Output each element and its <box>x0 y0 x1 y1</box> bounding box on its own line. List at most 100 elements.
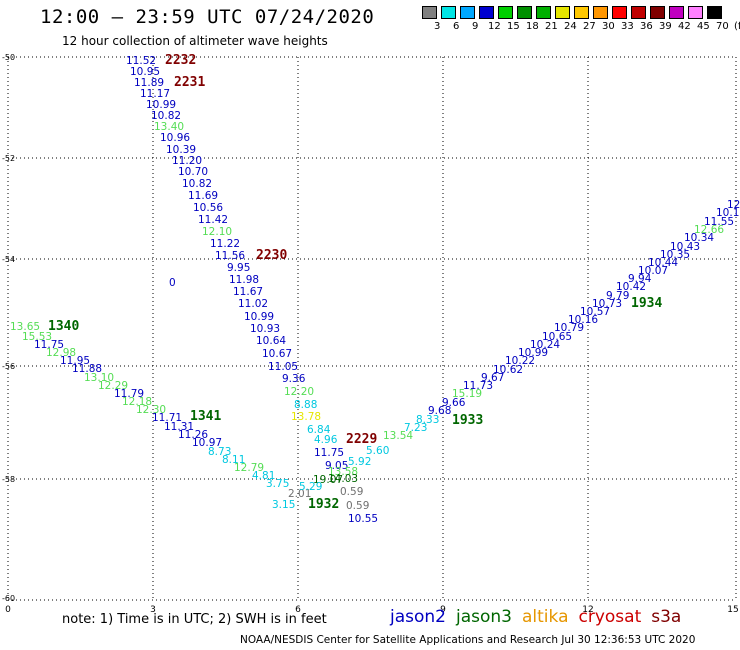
wave-height-value: 10.62 <box>493 364 523 376</box>
wave-height-value: 8.73 <box>208 446 231 458</box>
y-tick-label: -58 <box>2 475 15 484</box>
wave-height-value: 10.70 <box>178 166 208 178</box>
colorbar-label: 42 <box>678 21 691 32</box>
wave-height-value: 10.44 <box>648 257 678 269</box>
colorbar-label: 70 <box>716 21 729 32</box>
colorbar-label: 27 <box>583 21 596 32</box>
wave-height-value: 10.16 <box>568 314 598 326</box>
wave-height-value: 11.56 <box>215 250 245 262</box>
axis-ticks: 0 3 6 9 12 15 -50 -52 -54 -56 -58 -60 <box>2 53 739 615</box>
footer-credit: NOAA/NESDIS Center for Satellite Applica… <box>240 634 696 646</box>
wave-height-value: 13.54 <box>383 430 413 442</box>
wave-height-value: 0 <box>169 277 176 289</box>
wave-height-value: 15.19 <box>452 388 482 400</box>
wave-height-value: 9.68 <box>428 405 451 417</box>
wave-height-value: 9.79 <box>606 290 629 302</box>
wave-height-value: 12.98 <box>46 347 76 359</box>
wave-height-value: 10.42 <box>616 281 646 293</box>
colorbar-label: 30 <box>602 21 615 32</box>
wave-height-value: 12.30 <box>136 404 166 416</box>
page-subtitle: 12 hour collection of altimeter wave hei… <box>62 34 328 48</box>
wave-height-value: 10.67 <box>262 348 292 360</box>
x-tick-label: 3 <box>150 605 156 615</box>
wave-height-value: 11.55 <box>704 216 734 228</box>
wave-height-value: 10.65 <box>542 331 572 343</box>
wave-height-value: 13.40 <box>154 121 184 133</box>
wave-height-value: 14.03 <box>328 473 358 485</box>
x-tick-label: 6 <box>295 605 301 615</box>
wave-height-value: 8.33 <box>416 414 439 426</box>
wave-height-value: 4.96 <box>314 434 338 446</box>
wave-height-value: 19.07 <box>313 474 343 486</box>
pass-time-label: 1932 <box>308 497 339 512</box>
colorbar-label: 18 <box>526 21 539 32</box>
x-tick-label: 0 <box>5 605 11 615</box>
wave-height-value: 5.92 <box>348 456 371 468</box>
colorbar-swatch <box>593 6 608 19</box>
legend-s3a: s3a <box>651 607 682 627</box>
wave-height-value: 10.99 <box>244 311 274 323</box>
pass-time-label: 2232 <box>165 53 196 68</box>
wave-height-value: 9.66 <box>442 397 466 409</box>
wave-height-value: 10.82 <box>151 110 181 122</box>
wave-height-value: 10.97 <box>192 437 222 449</box>
colorbar-swatch <box>479 6 494 19</box>
pass-time-label: 1340 <box>48 319 79 334</box>
x-tick-label: 15 <box>727 605 738 615</box>
wave-height-value: 11.75 <box>314 447 344 459</box>
wave-height-value: 12.66 <box>694 224 724 236</box>
wave-height-value: 12.18 <box>122 396 152 408</box>
wave-height-value: 9.95 <box>227 262 250 274</box>
legend-jason2: jason2 <box>390 607 446 627</box>
wave-height-value: 9.36 <box>282 373 306 385</box>
colorbar-swatch <box>669 6 684 19</box>
wave-height-value: 11.20 <box>172 155 202 167</box>
wave-height-value: 10.55 <box>348 513 378 525</box>
wave-height-value: 11.73 <box>463 380 493 392</box>
wave-height-value: 9.05 <box>325 460 348 472</box>
wave-height-value: 10.95 <box>130 66 160 78</box>
wave-height-value: 10.57 <box>580 306 610 318</box>
wave-height-value: 11.31 <box>164 421 194 433</box>
legend-cryosat: cryosat <box>578 607 642 627</box>
colorbar-swatch <box>517 6 532 19</box>
wave-height-value: 9.94 <box>628 273 652 285</box>
wave-height-value: 0.59 <box>340 486 363 498</box>
colorbar-label: 15 <box>507 21 520 32</box>
pass-time-label: 1933 <box>452 413 483 428</box>
map-grid <box>7 56 737 601</box>
wave-height-value: 5.60 <box>366 445 389 457</box>
wave-height-value: 2.01 <box>288 488 311 500</box>
wave-height-value: 11.67 <box>233 286 263 298</box>
wave-height-value: 10.64 <box>256 335 286 347</box>
colorbar-swatch <box>460 6 475 19</box>
wave-height-value: 9.67 <box>481 372 504 384</box>
y-tick-label: -52 <box>2 154 15 163</box>
colorbar-swatch <box>555 6 570 19</box>
wave-height-value: 11.88 <box>72 363 102 375</box>
wave-height-value: 10.56 <box>193 202 223 214</box>
wave-height-value: 10.73 <box>592 298 622 310</box>
colorbar-label: 3 <box>434 21 441 32</box>
y-tick-label: -56 <box>2 362 15 371</box>
wave-height-value: 10.1 <box>716 207 739 219</box>
wave-height-value: 12.29 <box>98 380 128 392</box>
legend-jason3: jason3 <box>456 607 512 627</box>
colorbar-swatch <box>536 6 551 19</box>
wave-height-value: 3.15 <box>272 499 295 511</box>
wave-height-value: 11.79 <box>114 388 144 400</box>
wave-height-value: 11.89 <box>134 77 164 89</box>
satellite-legend: jason2 jason3 altika cryosat s3a <box>390 607 691 627</box>
colorbar-swatch <box>574 6 589 19</box>
wave-height-value: 5.29 <box>299 481 322 493</box>
wave-height-value: 11.26 <box>178 429 208 441</box>
pass-time-label: 2231 <box>174 75 205 90</box>
x-tick-label: 12 <box>582 605 593 615</box>
colorbar-label: 24 <box>564 21 577 32</box>
wave-height-value: 10.96 <box>160 132 190 144</box>
x-tick-label: 9 <box>440 605 446 615</box>
legend-altika: altika <box>522 607 569 627</box>
wave-height-value: 12 <box>727 199 740 211</box>
wave-height-value: 10.22 <box>505 355 535 367</box>
